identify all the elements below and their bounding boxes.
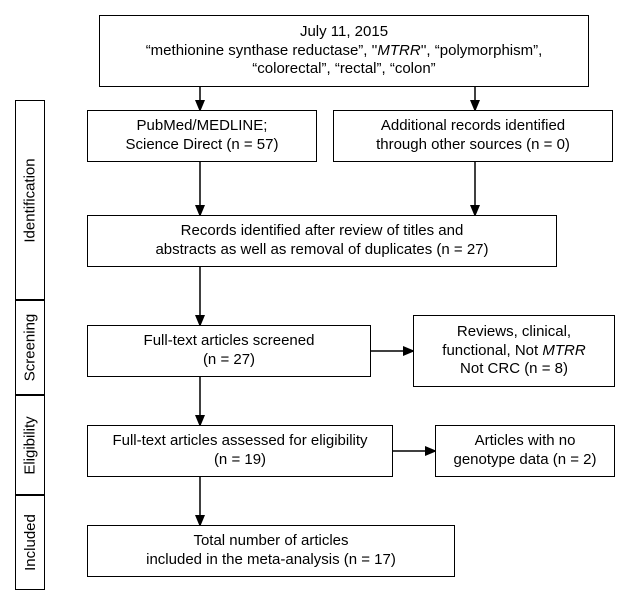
stage-label: Screening <box>22 314 39 382</box>
box-screened: Full-text articles screened(n = 27) <box>87 325 371 377</box>
stage-label: Identification <box>22 158 39 242</box>
stage-label: Included <box>22 514 39 571</box>
box-records_identified: Records identified after review of title… <box>87 215 557 267</box>
box-additional: Additional records identifiedthrough oth… <box>333 110 613 162</box>
box-assessed: Full-text articles assessed for eligibil… <box>87 425 393 477</box>
box-included_box: Total number of articlesincluded in the … <box>87 525 455 577</box>
stage-eligibility: Eligibility <box>15 395 45 495</box>
box-search: July 11, 2015“methionine synthase reduct… <box>99 15 589 87</box>
stage-included: Included <box>15 495 45 590</box>
box-pubmed: PubMed/MEDLINE;Science Direct (n = 57) <box>87 110 317 162</box>
stage-label: Eligibility <box>22 416 39 474</box>
box-excluded2: Articles with nogenotype data (n = 2) <box>435 425 615 477</box>
stage-identification: Identification <box>15 100 45 300</box>
box-excluded1: Reviews, clinical,functional, Not MTRRNo… <box>413 315 615 387</box>
stage-screening: Screening <box>15 300 45 395</box>
